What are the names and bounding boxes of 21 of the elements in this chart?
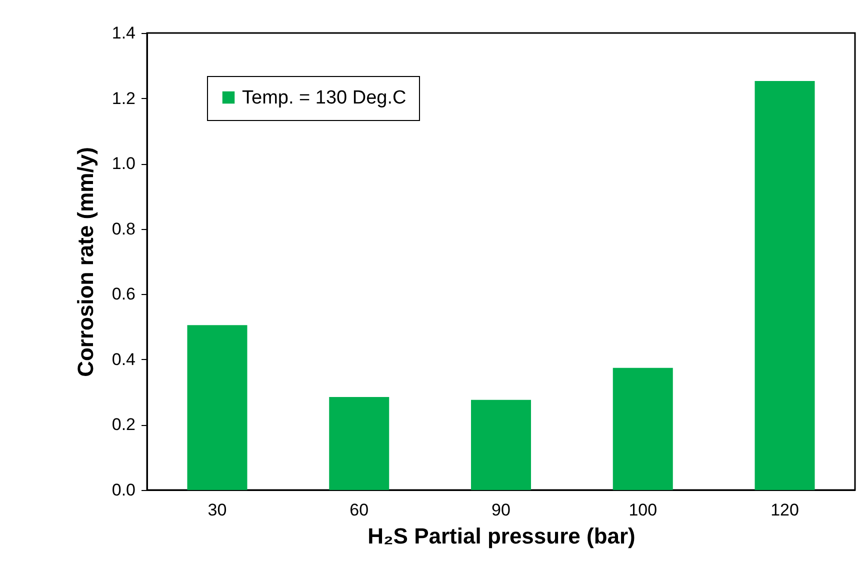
y-tick-label: 0.0 — [112, 480, 136, 500]
legend-label: Temp. = 130 Deg.C — [242, 88, 406, 108]
x-tick-label: 30 — [208, 500, 227, 520]
x-tick-label: 60 — [350, 500, 369, 520]
y-tick-label: 1.0 — [112, 154, 136, 174]
bar — [187, 325, 248, 490]
y-tick-label: 0.8 — [112, 219, 136, 238]
bar — [471, 400, 531, 490]
x-axis-title: H₂S Partial pressure (bar) — [368, 524, 636, 548]
y-tick-label: 0.6 — [112, 284, 136, 304]
x-tick-label: 90 — [492, 500, 510, 520]
y-tick-label: 1.2 — [112, 88, 136, 108]
x-tick-label: 120 — [770, 500, 799, 520]
y-axis-title: Corrosion rate (mm/y) — [72, 147, 98, 377]
y-tick-label: 0.4 — [112, 350, 136, 369]
bar — [329, 396, 390, 490]
y-tick-label: 1.4 — [112, 24, 136, 42]
bar — [612, 368, 673, 490]
x-tick-label: 100 — [628, 500, 658, 520]
bar — [754, 80, 815, 490]
y-tick-label: 0.2 — [112, 415, 136, 434]
